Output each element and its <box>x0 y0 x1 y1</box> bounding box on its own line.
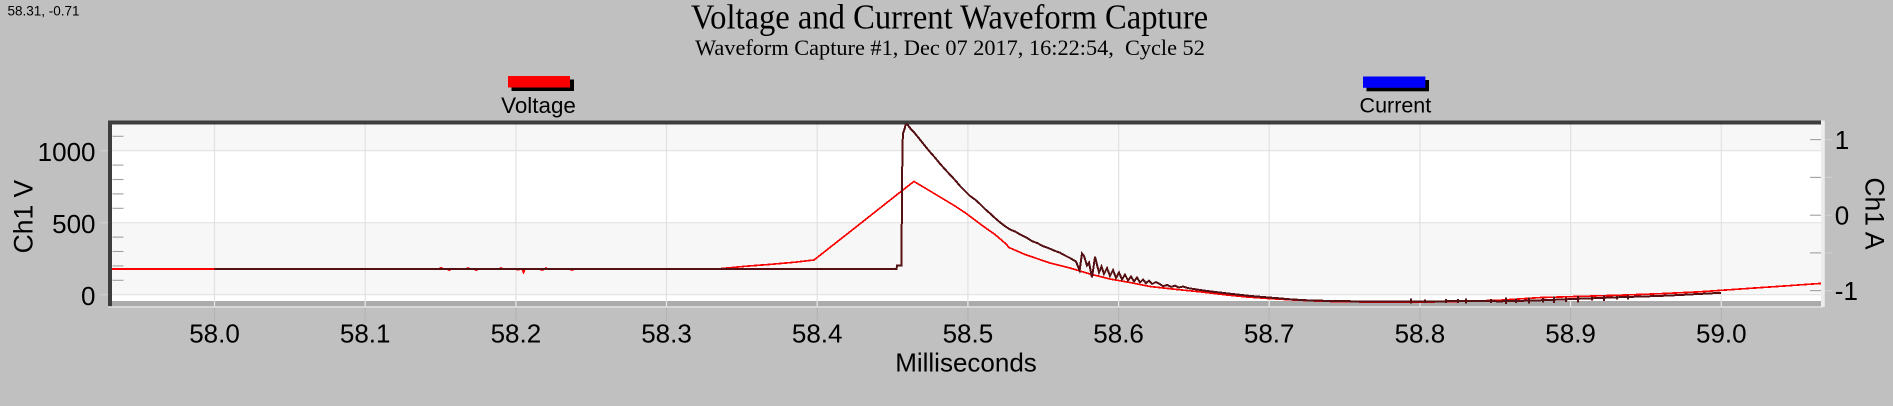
svg-text:58.8: 58.8 <box>1395 319 1446 349</box>
svg-text:58.4: 58.4 <box>792 319 843 349</box>
svg-text:0: 0 <box>1835 201 1849 231</box>
svg-text:58.31, -0.71: 58.31, -0.71 <box>8 4 80 19</box>
svg-text:0: 0 <box>81 281 95 311</box>
svg-text:500: 500 <box>52 209 95 239</box>
svg-text:Voltage: Voltage <box>501 93 576 118</box>
svg-text:Milliseconds: Milliseconds <box>895 348 1037 378</box>
svg-text:Ch1 V: Ch1 V <box>9 179 39 253</box>
svg-text:1: 1 <box>1835 125 1849 155</box>
svg-text:58.0: 58.0 <box>189 319 240 349</box>
svg-text:58.7: 58.7 <box>1244 319 1295 349</box>
svg-text:58.6: 58.6 <box>1093 319 1144 349</box>
svg-text:58.1: 58.1 <box>340 319 391 349</box>
svg-text:58.9: 58.9 <box>1545 319 1596 349</box>
svg-text:Current: Current <box>1360 94 1432 118</box>
svg-text:59.0: 59.0 <box>1696 319 1747 349</box>
svg-text:Waveform Capture #1, Dec 07 20: Waveform Capture #1, Dec 07 2017, 16:22:… <box>695 35 1205 60</box>
svg-text:58.2: 58.2 <box>491 319 542 349</box>
svg-text:58.3: 58.3 <box>641 319 692 349</box>
svg-text:58.5: 58.5 <box>943 319 994 349</box>
svg-text:-1: -1 <box>1835 276 1858 306</box>
svg-text:Voltage and Current Waveform C: Voltage and Current Waveform Capture <box>691 0 1208 37</box>
svg-text:Ch1 A: Ch1 A <box>1860 177 1890 250</box>
svg-text:1000: 1000 <box>38 137 96 167</box>
